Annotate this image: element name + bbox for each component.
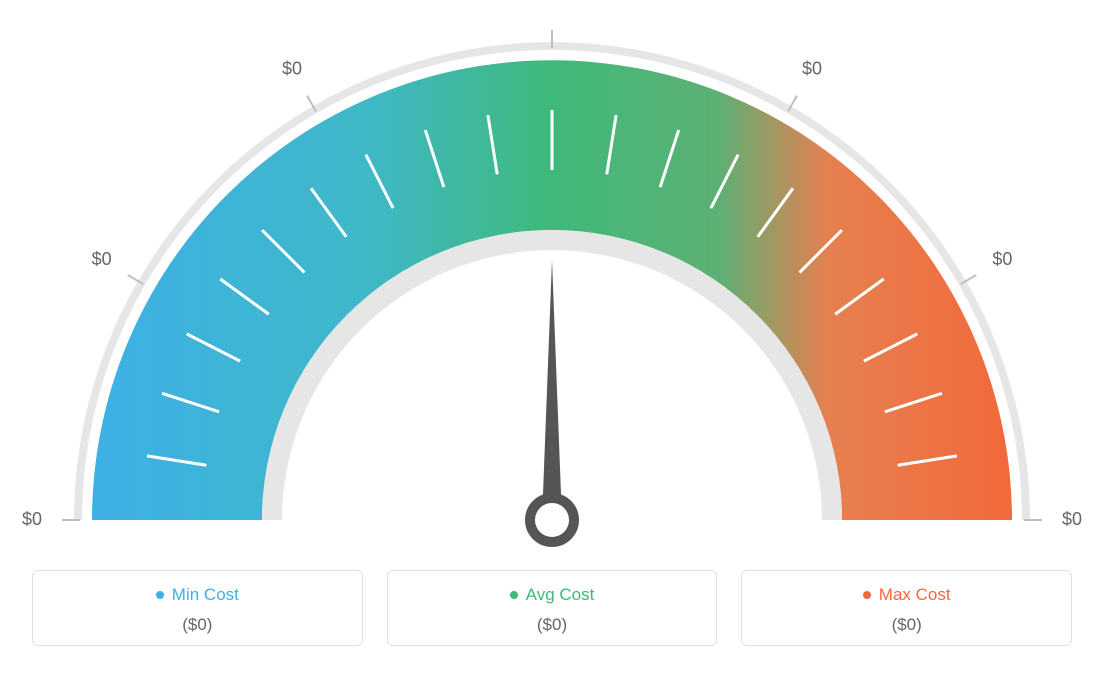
legend-value-max: ($0)	[742, 615, 1071, 635]
legend-title-min: Min Cost	[33, 585, 362, 605]
gauge-scale-label: $0	[802, 58, 822, 78]
gauge-scale-label: $0	[282, 58, 302, 78]
legend-card-avg: Avg Cost ($0)	[387, 570, 718, 646]
gauge-scale-label: $0	[1062, 509, 1082, 529]
gauge-area: $0$0$0$0$0$0$0	[0, 0, 1104, 560]
legend-title-max: Max Cost	[742, 585, 1071, 605]
legend-card-max: Max Cost ($0)	[741, 570, 1072, 646]
gauge-chart-container: $0$0$0$0$0$0$0 Min Cost ($0) Avg Cost ($…	[0, 0, 1104, 690]
legend-label-min: Min Cost	[172, 585, 239, 605]
gauge-scale-label: $0	[92, 249, 112, 269]
legend-dot-min	[156, 591, 164, 599]
legend-dot-avg	[510, 591, 518, 599]
gauge-svg: $0$0$0$0$0$0$0	[0, 20, 1104, 580]
legend-row: Min Cost ($0) Avg Cost ($0) Max Cost ($0…	[32, 570, 1072, 646]
legend-label-max: Max Cost	[879, 585, 951, 605]
legend-title-avg: Avg Cost	[388, 585, 717, 605]
legend-label-avg: Avg Cost	[526, 585, 595, 605]
gauge-scale-label: $0	[22, 509, 42, 529]
legend-value-min: ($0)	[33, 615, 362, 635]
gauge-scale-label: $0	[992, 249, 1012, 269]
legend-card-min: Min Cost ($0)	[32, 570, 363, 646]
legend-dot-max	[863, 591, 871, 599]
legend-value-avg: ($0)	[388, 615, 717, 635]
